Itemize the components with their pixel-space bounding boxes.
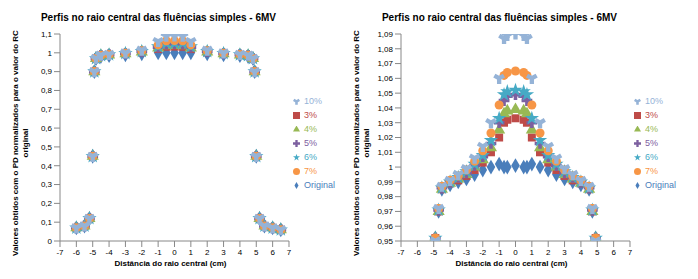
svg-text:0,96: 0,96 <box>377 222 393 231</box>
svg-text:1,05: 1,05 <box>377 89 393 98</box>
svg-text:1,02: 1,02 <box>377 133 393 142</box>
svg-text:-1: -1 <box>496 248 504 257</box>
svg-text:1,09: 1,09 <box>377 30 393 39</box>
html-text:Distância do raio central (cm): Distância do raio central (cm) <box>114 259 227 268</box>
html-text:Valores obtidos com o PD norma: Valores obtidos com o PD normalizados pa… <box>10 29 29 256</box>
svg-text:1,01: 1,01 <box>377 148 393 157</box>
svg-text:0,98: 0,98 <box>377 192 393 201</box>
svg-text:6: 6 <box>611 248 616 257</box>
html-text:5%: 5% <box>645 137 658 148</box>
svg-text:-4: -4 <box>106 248 114 257</box>
html-text:7%: 7% <box>645 165 658 176</box>
svg-text:-4: -4 <box>447 248 455 257</box>
svg-text:1: 1 <box>389 163 394 172</box>
svg-text:3: 3 <box>221 248 226 257</box>
html-text:Valores obtidos com o PD norma: Valores obtidos com o PD normalizados pa… <box>351 29 370 256</box>
html-text:Original: Original <box>645 179 676 190</box>
svg-text:3: 3 <box>562 248 567 257</box>
html-text:Distância do raio central (cm): Distância do raio central (cm) <box>455 259 568 268</box>
svg-text:-5: -5 <box>89 248 97 257</box>
html-text:3%: 3% <box>304 109 317 120</box>
svg-text:-2: -2 <box>138 248 146 257</box>
svg-text:0,8: 0,8 <box>41 86 53 95</box>
svg-text:1: 1 <box>530 248 535 257</box>
svg-text:1: 1 <box>48 49 53 58</box>
html-text:3%: 3% <box>645 109 658 120</box>
svg-text:-7: -7 <box>397 248 405 257</box>
svg-text:7: 7 <box>287 248 292 257</box>
svg-text:7: 7 <box>628 248 633 257</box>
html-text:10%: 10% <box>645 95 663 106</box>
svg-text:0: 0 <box>172 248 177 257</box>
svg-text:0,5: 0,5 <box>41 143 53 152</box>
html-text:4%: 4% <box>645 123 658 134</box>
svg-text:1,08: 1,08 <box>377 45 393 54</box>
svg-text:-1: -1 <box>155 248 163 257</box>
svg-text:-3: -3 <box>463 248 471 257</box>
svg-text:4: 4 <box>238 248 243 257</box>
svg-text:2: 2 <box>205 248 210 257</box>
svg-text:-5: -5 <box>430 248 438 257</box>
svg-text:1,04: 1,04 <box>377 104 393 113</box>
svg-text:0,4: 0,4 <box>41 162 53 171</box>
svg-text:-2: -2 <box>479 248 487 257</box>
svg-text:1: 1 <box>189 248 194 257</box>
html-text:Original: Original <box>304 179 335 190</box>
html-text:6%: 6% <box>645 151 658 162</box>
html-text:Perfis no raio central das flu: Perfis no raio central das fluências sim… <box>41 12 276 23</box>
svg-text:2: 2 <box>546 248 551 257</box>
svg-text:1,03: 1,03 <box>377 119 393 128</box>
html-text:Perfis no raio central das flu: Perfis no raio central das fluências sim… <box>382 12 617 23</box>
svg-text:0,1: 0,1 <box>41 218 53 227</box>
svg-text:0,97: 0,97 <box>377 207 393 216</box>
svg-text:-6: -6 <box>73 248 81 257</box>
svg-text:0,9: 0,9 <box>41 67 53 76</box>
svg-text:0,7: 0,7 <box>41 105 53 114</box>
svg-text:1,06: 1,06 <box>377 74 393 83</box>
svg-text:4: 4 <box>579 248 584 257</box>
svg-text:1,1: 1,1 <box>41 30 53 39</box>
svg-text:0,95: 0,95 <box>377 237 393 246</box>
svg-text:0: 0 <box>48 237 53 246</box>
svg-text:1,07: 1,07 <box>377 59 393 68</box>
svg-text:0,6: 0,6 <box>41 124 53 133</box>
svg-text:0: 0 <box>513 248 518 257</box>
html-text:6%: 6% <box>304 151 317 162</box>
svg-text:0,3: 0,3 <box>41 180 53 189</box>
svg-text:6: 6 <box>270 248 275 257</box>
html-text:4%: 4% <box>304 123 317 134</box>
svg-text:-6: -6 <box>414 248 422 257</box>
svg-text:5: 5 <box>595 248 600 257</box>
svg-text:5: 5 <box>254 248 259 257</box>
svg-text:0,99: 0,99 <box>377 178 393 187</box>
html-text:7%: 7% <box>304 165 317 176</box>
svg-text:0,2: 0,2 <box>41 199 53 208</box>
html-text:5%: 5% <box>304 137 317 148</box>
html-text:10%: 10% <box>304 95 322 106</box>
svg-text:-7: -7 <box>56 248 64 257</box>
svg-text:-3: -3 <box>122 248 130 257</box>
